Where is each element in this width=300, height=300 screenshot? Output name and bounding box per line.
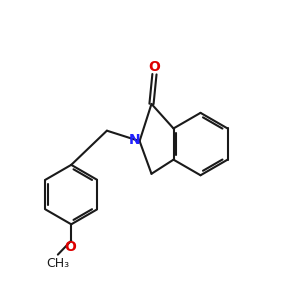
Text: CH₃: CH₃	[46, 257, 69, 270]
Text: O: O	[148, 60, 160, 74]
Text: O: O	[65, 240, 76, 254]
Text: N: N	[128, 133, 140, 147]
